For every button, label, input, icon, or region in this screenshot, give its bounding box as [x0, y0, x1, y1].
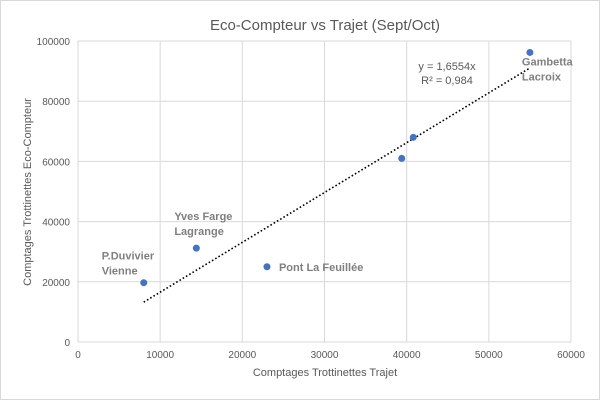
point-label: Yves Farge: [174, 211, 232, 223]
x-axis-label: Comptages Trottinettes Trajet: [253, 367, 397, 379]
y-tick-label: 60000: [42, 157, 70, 168]
data-point: [409, 133, 417, 141]
y-tick-label: 100000: [37, 37, 71, 48]
y-tick-label: 40000: [42, 218, 70, 229]
point-labels: P.Duvivier Vienne Yves Farge Lagrange Pont L…: [102, 56, 574, 277]
x-tick-label: 40000: [393, 350, 421, 361]
data-points: [140, 48, 534, 287]
y-tick-label: 20000: [42, 278, 70, 289]
x-tick-label: 20000: [228, 350, 256, 361]
trendline-group: [143, 67, 531, 303]
trendline: [143, 67, 531, 303]
data-point: [140, 279, 148, 287]
y-tick-label: 80000: [42, 97, 70, 108]
x-tick-label: 50000: [475, 350, 503, 361]
trendline-r-squared: R² = 0,984: [421, 75, 473, 87]
x-tick-label: 30000: [311, 350, 339, 361]
point-label: P.Duvivier: [102, 251, 155, 263]
x-tick-label: 60000: [557, 350, 585, 361]
data-point: [526, 48, 534, 56]
x-tick-label: 0: [75, 350, 81, 361]
data-point: [398, 154, 406, 162]
point-label: Gambetta: [522, 56, 574, 68]
chart-title: Eco-Compteur vs Trajet (Sept/Oct): [210, 17, 440, 34]
point-label: Lagrange: [174, 226, 224, 238]
gridlines: [77, 40, 572, 343]
tick-labels: 0 10000 20000 30000 40000 50000 60000 0 20000 400…: [37, 37, 586, 361]
point-label: Vienne: [102, 266, 138, 278]
point-label: Lacroix: [522, 71, 562, 83]
x-tick-label: 10000: [146, 350, 174, 361]
y-axis-label: Comptages Trottinettes Eco-Compteur: [22, 98, 34, 286]
data-point: [263, 263, 271, 271]
y-tick-label: 0: [64, 338, 70, 349]
trendline-equation: y = 1,6554x: [418, 61, 476, 73]
data-point: [192, 244, 200, 252]
point-label: Pont La Feuillée: [279, 262, 363, 274]
